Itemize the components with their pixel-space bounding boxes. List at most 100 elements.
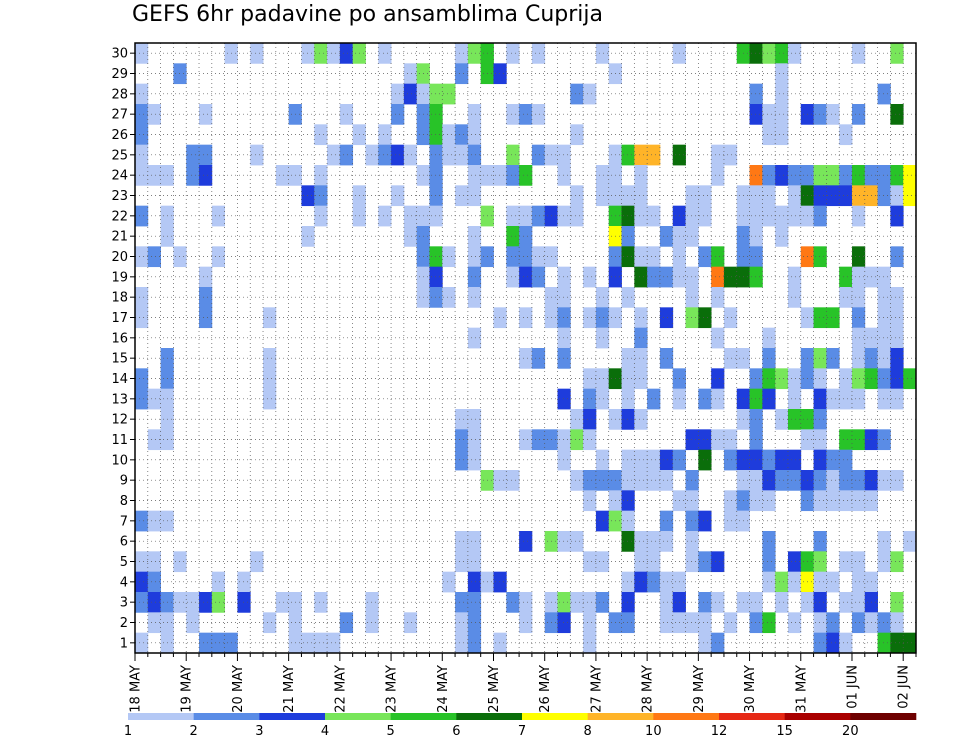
heatmap-cell: [147, 165, 161, 186]
colorbar-label: 3: [255, 724, 263, 739]
heatmap-cell: [429, 124, 443, 146]
heatmap-cell: [826, 449, 840, 471]
heatmap-cell: [749, 165, 763, 186]
colorbar-label: 7: [518, 724, 526, 739]
heatmap-cell: [621, 510, 635, 532]
heatmap-cell: [391, 83, 405, 105]
heatmap-cell: [557, 388, 571, 410]
heatmap-cell: [506, 470, 520, 491]
heatmap-cells: [135, 43, 917, 654]
heatmap-cell: [698, 612, 712, 634]
heatmap-cell: [813, 205, 827, 227]
heatmap-cell: [826, 490, 840, 512]
heatmap-cell: [467, 144, 482, 166]
heatmap-cell: [506, 592, 520, 613]
heatmap-cell: [775, 165, 789, 186]
heatmap-cell: [467, 632, 482, 654]
heatmap-cell: [595, 287, 610, 308]
heatmap-cell: [506, 43, 520, 64]
heatmap-cell: [813, 388, 827, 410]
heatmap-cell: [711, 632, 725, 654]
x-tick-label: 27 MAY: [589, 665, 604, 713]
heatmap-cell: [135, 246, 149, 268]
heatmap-cell: [647, 470, 661, 491]
heatmap-cell: [762, 388, 776, 410]
heatmap-cell: [659, 531, 674, 552]
heatmap-cell: [519, 531, 533, 552]
heatmap-cell: [442, 124, 456, 146]
heatmap-cell: [173, 551, 187, 573]
heatmap-cell: [877, 632, 891, 654]
heatmap-cell: [621, 470, 635, 491]
heatmap-cell: [378, 144, 392, 166]
heatmap-cell: [851, 104, 866, 125]
y-tick-label: 7: [120, 514, 128, 529]
heatmap-cell: [467, 246, 482, 268]
heatmap-cell: [698, 551, 712, 573]
y-tick-label: 21: [111, 230, 128, 245]
heatmap-cell: [301, 632, 315, 654]
heatmap-cell: [467, 226, 482, 247]
heatmap-cell: [135, 388, 149, 410]
heatmap-cell: [659, 348, 674, 369]
heatmap-cell: [723, 449, 738, 471]
heatmap-cell: [851, 571, 866, 593]
heatmap-cell: [787, 449, 802, 471]
heatmap-cell: [531, 429, 546, 451]
heatmap-cell: [493, 63, 507, 85]
heatmap-cell: [135, 83, 149, 105]
heatmap-cell: [851, 592, 866, 613]
heatmap-cell: [813, 592, 827, 613]
heatmap-cell: [455, 592, 469, 613]
heatmap-cell: [647, 246, 661, 268]
heatmap-cell: [890, 348, 904, 369]
heatmap-cell: [634, 327, 648, 349]
heatmap-cell: [711, 327, 725, 349]
heatmap-cell: [775, 368, 789, 390]
heatmap-cell: [365, 592, 379, 613]
heatmap-cell: [519, 226, 533, 247]
heatmap-cell: [327, 632, 341, 654]
heatmap-cell: [557, 327, 571, 349]
heatmap-cell: [301, 226, 315, 247]
heatmap-cell: [301, 43, 315, 64]
y-tick-label: 2: [120, 616, 128, 631]
x-tick-label: 24 MAY: [436, 665, 451, 713]
plot-frame: [134, 42, 917, 654]
heatmap-cell: [711, 287, 725, 308]
heatmap-cell: [775, 205, 789, 227]
heatmap-cell: [775, 571, 789, 593]
heatmap-cell: [570, 531, 584, 552]
heatmap-cell: [467, 612, 482, 634]
heatmap-cell: [826, 388, 840, 410]
heatmap-cell: [775, 124, 789, 146]
colorbar-swatch: [587, 713, 654, 720]
heatmap-cell: [749, 429, 763, 451]
heatmap-cell: [890, 470, 904, 491]
heatmap-cell: [659, 307, 674, 329]
heatmap-cell: [147, 571, 161, 593]
heatmap-cell: [698, 205, 712, 227]
heatmap-cell: [634, 571, 648, 593]
heatmap-cell: [519, 348, 533, 369]
axis-ticks: 1234567891011121314151617181920212223242…: [111, 47, 917, 713]
heatmap-cell: [595, 592, 610, 613]
heatmap-cell: [531, 104, 546, 125]
heatmap-cell: [711, 551, 725, 573]
heatmap-cell: [877, 551, 891, 573]
heatmap-cell: [327, 144, 341, 166]
heatmap-cell: [506, 144, 520, 166]
colorbar-label: 4: [321, 724, 329, 739]
x-tick-label: 01 JUN: [846, 665, 861, 709]
heatmap-cell: [634, 368, 648, 390]
heatmap-cell: [877, 388, 891, 410]
heatmap-cell: [429, 83, 443, 105]
heatmap-cell: [595, 510, 610, 532]
heatmap-cell: [583, 490, 597, 512]
x-tick-label: 29 MAY: [692, 665, 707, 713]
heatmap-cell: [570, 205, 584, 227]
heatmap-cell: [813, 185, 827, 207]
heatmap-cell: [634, 449, 648, 471]
y-tick-label: 4: [120, 575, 128, 590]
heatmap-cell: [839, 388, 853, 410]
